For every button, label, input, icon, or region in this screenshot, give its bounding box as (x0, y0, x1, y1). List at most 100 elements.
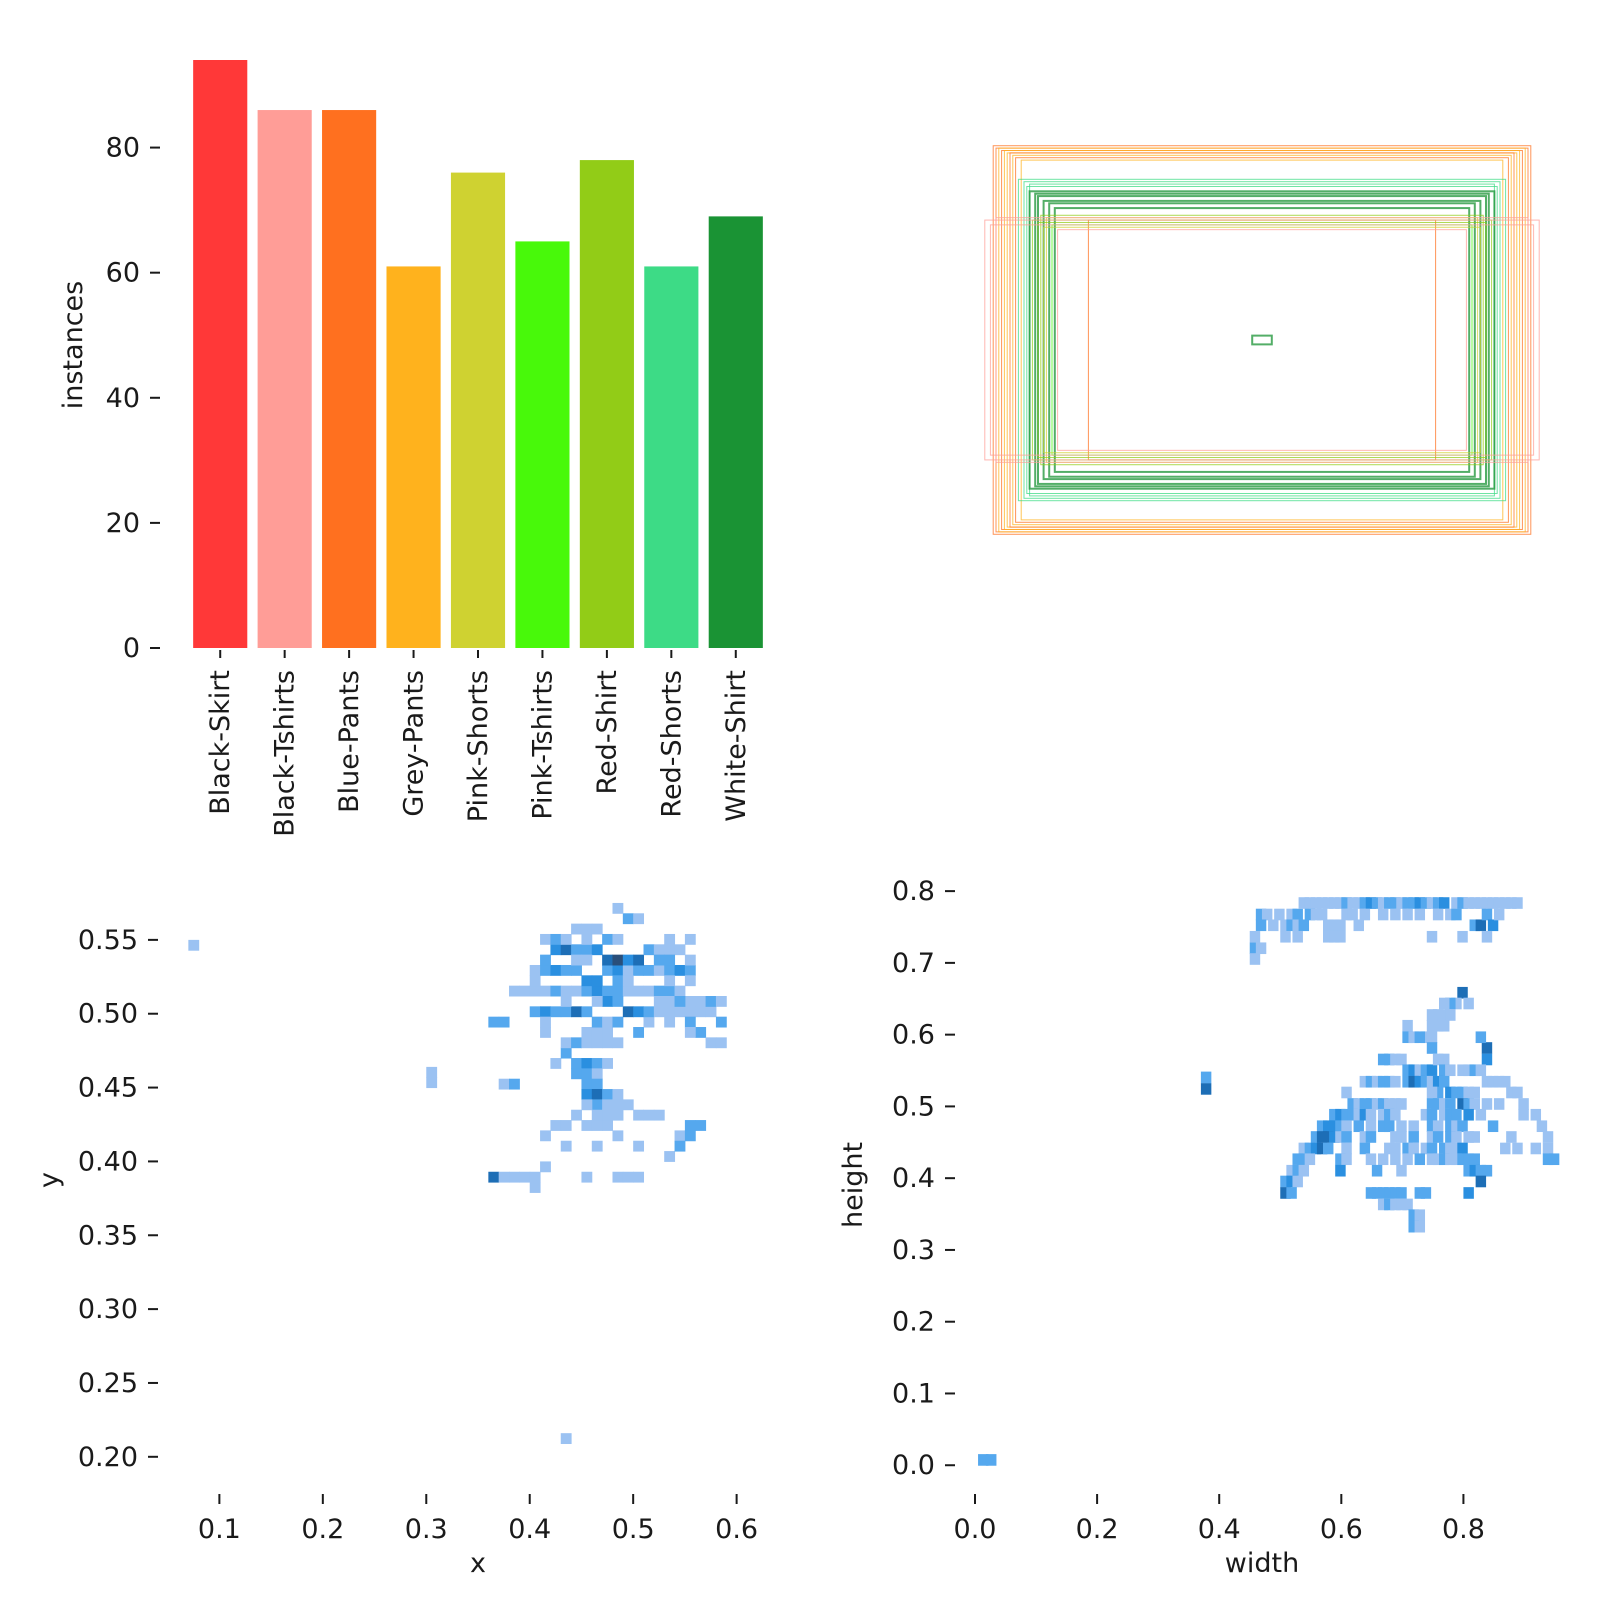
xy-heatmap-cell (612, 933, 624, 945)
wh-heatmap-cell (1500, 1142, 1511, 1155)
wh-x-tick-label: 0.6 (1320, 1514, 1363, 1545)
bar-y-tick-label: 20 (106, 508, 140, 539)
xy-heatmap-cell (612, 964, 624, 976)
wh-heatmap-cell (1426, 1019, 1438, 1032)
bounding-box-17 (1037, 195, 1487, 485)
wh-heatmap-cell (1280, 919, 1291, 932)
xy-heatmap-cell (674, 985, 686, 997)
wh-heatmap-cell (1445, 1120, 1456, 1133)
xy-heatmap-cell (674, 944, 686, 956)
wh-heatmap-cell (1323, 1131, 1334, 1143)
xy-heatmap-cell (581, 1099, 593, 1111)
wh-heatmap-cell (1536, 1120, 1548, 1133)
wh-heatmap-cell (1316, 897, 1328, 909)
xy-heatmap-cell (529, 975, 541, 987)
wh-heatmap-cell (1268, 919, 1279, 932)
wh-heatmap-cell (1463, 897, 1474, 909)
xy-heatmap-cell (643, 1016, 655, 1028)
bar-x-tick-label: Blue-Pants (334, 670, 365, 813)
wh-heatmap-cell (1445, 1098, 1456, 1110)
wh-heatmap-cell (1414, 1064, 1426, 1077)
wh-heatmap-cell (1475, 897, 1487, 909)
xy-y-axis: 0.20 0.25 0.30 0.35 0.40 0.45 0.50 0.55 (78, 925, 158, 1473)
wh-heatmap-cell (1310, 897, 1322, 909)
wh-heatmap-cell (1329, 897, 1340, 909)
wh-heatmap-cell (1451, 997, 1462, 1010)
wh-heatmap-cell (1548, 1153, 1560, 1166)
wh-heatmap-cell (1469, 897, 1480, 909)
wh-heatmap-cell (1451, 1153, 1462, 1166)
wh-heatmap-cell (1512, 1086, 1523, 1099)
bounding-box-11 (1023, 181, 1501, 499)
wh-heatmap-cell (1341, 1142, 1352, 1155)
wh-heatmap-cell (1426, 1131, 1438, 1143)
wh-heatmap-cell (1463, 1131, 1474, 1143)
xy-heatmap-cell (560, 1006, 572, 1018)
xy-heatmap-cell (664, 985, 676, 997)
wh-heatmap-cell (1359, 897, 1371, 909)
wh-heatmap-cell (1506, 1131, 1517, 1143)
xy-heatmap-cell (695, 1120, 707, 1131)
wh-heatmap-cell (1463, 1153, 1474, 1166)
wh-heatmap-cell (1426, 1120, 1438, 1133)
xy-heatmap-cell (591, 1089, 603, 1100)
xy-heatmap-cell (591, 975, 603, 987)
xy-heatmap-cell (560, 964, 572, 976)
xy-heatmap-cell (581, 1058, 593, 1069)
xy-heatmap-cell (674, 1140, 686, 1152)
xy-heatmap-cell (591, 1016, 603, 1028)
xy-heatmap-cell (653, 1109, 665, 1121)
wh-heatmap-cell (1439, 1153, 1450, 1166)
xy-heatmap-cell (519, 1171, 531, 1183)
wh-y-tick-label: 0.8 (892, 876, 935, 907)
wh-heatmap-cell (1463, 1086, 1474, 1099)
xy-y-tick-label: 0.25 (78, 1368, 138, 1399)
wh-heatmap-cell (1463, 997, 1474, 1010)
wh-heatmap-cell (1426, 930, 1438, 943)
wh-heatmap-cell (1469, 1086, 1480, 1099)
xy-heatmap-cell (581, 1078, 593, 1090)
wh-heatmap-cell (1384, 1120, 1395, 1133)
wh-x-tick-label: 0.4 (1198, 1514, 1241, 1545)
wh-heatmap-cell (1390, 1098, 1401, 1110)
wh-heatmap-cell (1335, 1120, 1346, 1133)
wh-heatmap-cell (1390, 1198, 1401, 1211)
wh-x-axis: 0.0 0.2 0.4 0.6 0.8 (954, 1494, 1485, 1545)
xy-heatmap-cell (684, 1027, 696, 1038)
wh-heatmap-cell (1396, 1053, 1407, 1066)
wh-heatmap-cell (1335, 897, 1346, 909)
wh-heatmap-cell (1481, 1053, 1493, 1066)
bar-y-axis: 0 20 40 60 80 (106, 133, 160, 664)
wh-heatmap-cell (1384, 897, 1395, 909)
wh-heatmap-cell (1390, 1187, 1401, 1199)
xy-heatmap-cell (612, 1099, 624, 1111)
bounding-box-27 (984, 219, 1540, 461)
wh-heatmap-cell (1377, 1108, 1389, 1121)
wh-heatmap-cell (1323, 1142, 1334, 1155)
wh-heatmap-cell (1310, 908, 1322, 921)
wh-heatmap-cell (1420, 897, 1432, 909)
xy-heatmap-cell (612, 1016, 624, 1028)
bar-pink-tshirts (515, 241, 570, 649)
wh-heatmap-cell (1542, 1131, 1554, 1143)
wh-heatmap-cell (1518, 1098, 1529, 1110)
xy-heatmap-cell (684, 1120, 696, 1131)
xy-heatmap-cell (664, 954, 676, 966)
wh-heatmap-cell (1457, 897, 1468, 909)
wh-heatmap-cell (1414, 897, 1426, 909)
xy-heatmap-cell (653, 996, 665, 1007)
wh-heatmap-cell (1292, 919, 1303, 932)
wh-heatmap-cell (1292, 1175, 1303, 1188)
wh-heatmap-cell (1335, 1153, 1346, 1166)
wh-heatmap-cell (1359, 908, 1371, 921)
wh-heatmap-cell (1200, 1071, 1212, 1084)
xy-heatmap-cell (602, 1016, 613, 1028)
bounding-box-4 (1012, 154, 1512, 526)
xy-heatmap-cell (540, 985, 551, 997)
xy-heatmap-cell (591, 1120, 603, 1131)
xy-heatmap-cell (581, 923, 593, 935)
wh-heatmap-cell (1506, 897, 1517, 909)
xy-heatmap-cell (684, 1130, 696, 1142)
wh-heatmap-cell (1377, 1120, 1389, 1133)
wh-heatmap-cell (1365, 1187, 1377, 1199)
